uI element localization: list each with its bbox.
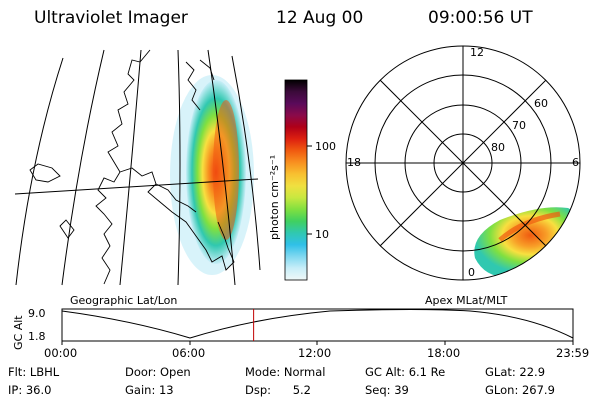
ip-key: IP: — [8, 383, 23, 397]
colorbar-label-100: 100 — [315, 140, 336, 153]
image-time: 09:00:56 UT — [428, 8, 533, 28]
mlt-label-0: 0 — [468, 266, 475, 279]
glon-value: 267.9 — [521, 383, 555, 397]
door-key: Door: — [125, 365, 157, 379]
instrument-title: Ultraviolet Imager — [34, 8, 188, 28]
gc-alt-axis-label: GC Alt — [12, 315, 25, 350]
colorbar-units: photon cm⁻²s⁻¹ — [268, 154, 281, 240]
gcalt-field: GC Alt: 6.1 Re — [365, 365, 445, 379]
flt-key: Flt: — [8, 365, 27, 379]
longitude-lines — [14, 49, 261, 286]
glat-field: GLat: 22.9 — [485, 365, 545, 379]
mlat-label-70: 70 — [512, 119, 526, 132]
ip-field: IP: 36.0 — [8, 383, 51, 397]
timeline-xticks — [61, 341, 574, 345]
glat-value: 22.9 — [519, 365, 546, 379]
glat-key: GLat: — [485, 365, 516, 379]
coastline — [29, 49, 235, 285]
xtick-2359: 23:59 — [556, 346, 590, 360]
colorbar-label-10: 10 — [315, 228, 329, 241]
dsp-field: Dsp: 5.2 — [245, 383, 311, 397]
ip-value: 36.0 — [25, 383, 52, 397]
apex-title: Apex MLat/MLT — [425, 294, 508, 307]
mlt-label-6: 6 — [572, 156, 579, 169]
mlat-label-80: 80 — [491, 141, 505, 154]
seq-value: 39 — [394, 383, 409, 397]
xtick-1800: 18:00 — [427, 346, 461, 360]
geographic-title: Geographic Lat/Lon — [70, 294, 178, 307]
ytick-1-8: 1.8 — [28, 330, 46, 343]
mlt-label-18: 18 — [347, 156, 361, 169]
xtick-0600: 06:00 — [172, 346, 206, 360]
mlt-label-12: 12 — [470, 46, 484, 59]
dsp-value: 5.2 — [292, 383, 311, 397]
glon-key: GLon: — [485, 383, 519, 397]
door-value: Open — [159, 365, 191, 379]
door-field: Door: Open — [125, 365, 191, 379]
gain-field: Gain: 13 — [125, 383, 174, 397]
gain-value: 13 — [158, 383, 174, 397]
dsp-key: Dsp: — [245, 383, 272, 397]
timeline-plot — [61, 308, 574, 345]
flt-value: LBHL — [29, 365, 60, 379]
mode-key: Mode: — [245, 365, 281, 379]
xtick-1200: 12:00 — [298, 346, 332, 360]
mlat-label-60: 60 — [534, 97, 548, 110]
geographic-map — [14, 49, 261, 286]
mode-value: Normal — [283, 365, 326, 379]
image-date: 12 Aug 00 — [276, 8, 364, 28]
aurora-oval-right — [474, 207, 577, 278]
gcalt-value: 6.1 Re — [408, 365, 446, 379]
ytick-9: 9.0 — [28, 307, 46, 320]
glon-field: GLon: 267.9 — [485, 383, 555, 397]
seq-field: Seq: 39 — [365, 383, 409, 397]
seq-key: Seq: — [365, 383, 391, 397]
altitude-curve — [61, 309, 574, 339]
flt-field: Flt: LBHL — [8, 365, 59, 379]
aurora-glow-left — [170, 75, 254, 275]
gain-key: Gain: — [125, 383, 156, 397]
polar-plot — [345, 45, 581, 281]
xtick-0000: 00:00 — [44, 346, 78, 360]
polar-grid — [345, 45, 581, 281]
colorbar — [284, 79, 312, 281]
gcalt-key: GC Alt: — [365, 365, 406, 379]
mode-field: Mode: Normal — [245, 365, 325, 379]
